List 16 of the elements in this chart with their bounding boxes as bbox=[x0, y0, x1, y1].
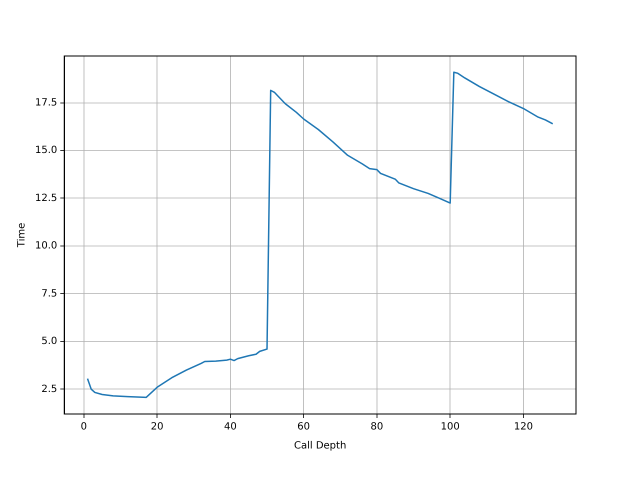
x-tick-label: 60 bbox=[297, 422, 310, 433]
y-axis-title: Time bbox=[16, 222, 28, 248]
y-tick-label: 17.5 bbox=[35, 97, 58, 108]
x-tick-label: 100 bbox=[440, 422, 460, 433]
y-tick-label: 12.5 bbox=[35, 192, 58, 204]
x-tick-label: 80 bbox=[370, 422, 384, 433]
y-tick-label: 2.5 bbox=[41, 384, 58, 395]
x-tick-label: 120 bbox=[514, 422, 533, 433]
x-axis-title: Call Depth bbox=[294, 440, 346, 452]
x-tick-label: 0 bbox=[80, 422, 88, 433]
x-tick-label: 20 bbox=[150, 422, 164, 433]
x-tick-label: 40 bbox=[224, 422, 237, 433]
y-tick-label: 15.0 bbox=[35, 145, 58, 156]
y-tick-label: 10.0 bbox=[35, 240, 58, 252]
y-tick-label: 5.0 bbox=[41, 336, 58, 348]
y-tick-label: 7.5 bbox=[41, 288, 58, 300]
